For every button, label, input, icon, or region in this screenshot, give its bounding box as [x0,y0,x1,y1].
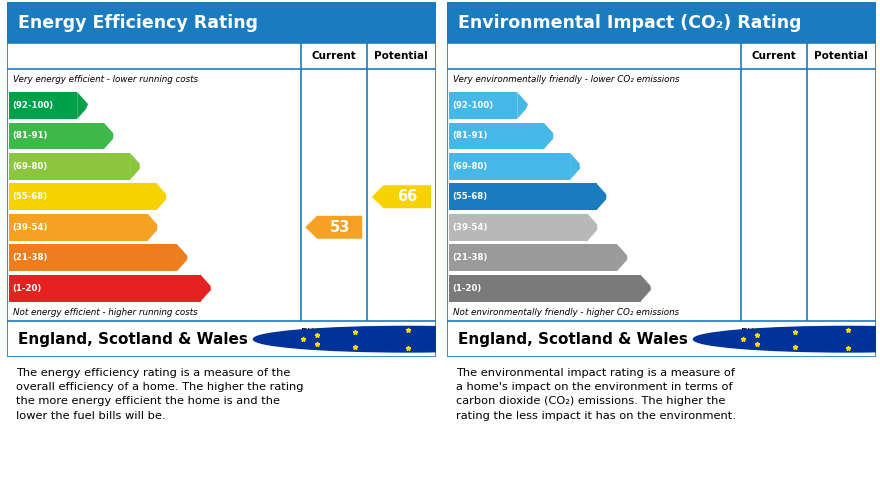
Bar [449,214,588,241]
Text: Not environmentally friendly - higher CO₂ emissions: Not environmentally friendly - higher CO… [453,308,679,317]
Text: G: G [649,282,660,295]
Polygon shape [588,214,599,241]
Text: (1-20): (1-20) [12,283,41,293]
Text: Very energy efficient - lower running costs: Very energy efficient - lower running co… [13,75,199,84]
Text: (21-38): (21-38) [12,253,48,262]
Text: B: B [112,129,122,142]
Bar [449,244,617,271]
Polygon shape [201,275,213,302]
Text: Potential: Potential [375,51,429,61]
Circle shape [253,326,562,352]
Polygon shape [304,215,363,239]
Bar [449,123,544,149]
Text: Current: Current [752,51,796,61]
Text: (1-20): (1-20) [452,283,481,293]
Text: E: E [156,221,165,234]
Text: A: A [85,99,96,112]
Text: (69-80): (69-80) [452,162,488,171]
Polygon shape [641,275,653,302]
Polygon shape [157,183,168,210]
Polygon shape [130,153,142,180]
Polygon shape [597,183,608,210]
Bar [9,123,104,149]
Bar [9,275,201,302]
Text: (21-38): (21-38) [452,253,488,262]
Text: Very environmentally friendly - lower CO₂ emissions: Very environmentally friendly - lower CO… [453,75,680,84]
Text: England, Scotland & Wales: England, Scotland & Wales [458,332,687,347]
Text: (92-100): (92-100) [452,101,494,110]
Text: Current: Current [312,51,356,61]
Bar [9,214,148,241]
Bar [449,275,641,302]
Circle shape [693,326,880,352]
Text: (81-91): (81-91) [12,132,48,141]
Text: EU Directive
2002/91/EC: EU Directive 2002/91/EC [301,327,361,351]
Text: EU Directive
2002/91/EC: EU Directive 2002/91/EC [741,327,801,351]
Polygon shape [517,92,529,119]
Text: The environmental impact rating is a measure of
a home's impact on the environme: The environmental impact rating is a mea… [456,368,736,421]
Polygon shape [148,214,159,241]
Text: D: D [165,190,176,203]
Text: Not energy efficient - higher running costs: Not energy efficient - higher running co… [13,308,198,317]
Bar [9,92,77,119]
Text: 66: 66 [397,189,417,204]
Text: (55-68): (55-68) [12,192,48,201]
Bar [449,153,570,180]
Text: D: D [605,190,616,203]
Text: A: A [525,99,536,112]
Text: (39-54): (39-54) [452,223,488,232]
Text: F: F [186,251,194,264]
Text: C: C [578,160,588,173]
Bar [9,244,177,271]
Text: The energy efficiency rating is a measure of the
overall efficiency of a home. T: The energy efficiency rating is a measur… [16,368,303,421]
Text: (69-80): (69-80) [12,162,48,171]
Text: F: F [626,251,634,264]
Bar [9,153,130,180]
Polygon shape [104,123,115,149]
Polygon shape [77,92,89,119]
Text: B: B [552,129,562,142]
Bar [9,183,157,210]
Text: C: C [138,160,148,173]
Polygon shape [177,244,189,271]
Text: (39-54): (39-54) [12,223,48,232]
Text: Environmental Impact (CO₂) Rating: Environmental Impact (CO₂) Rating [458,14,802,32]
Text: (55-68): (55-68) [452,192,488,201]
Text: (92-100): (92-100) [12,101,54,110]
Polygon shape [570,153,582,180]
Text: Energy Efficiency Rating: Energy Efficiency Rating [18,14,258,32]
Text: E: E [596,221,605,234]
Text: (81-91): (81-91) [452,132,488,141]
Polygon shape [544,123,555,149]
Bar [449,92,517,119]
Text: Potential: Potential [815,51,869,61]
Text: G: G [209,282,220,295]
Bar [449,183,597,210]
Text: England, Scotland & Wales: England, Scotland & Wales [18,332,247,347]
Text: 53: 53 [330,220,350,235]
Polygon shape [617,244,629,271]
Polygon shape [371,185,431,209]
